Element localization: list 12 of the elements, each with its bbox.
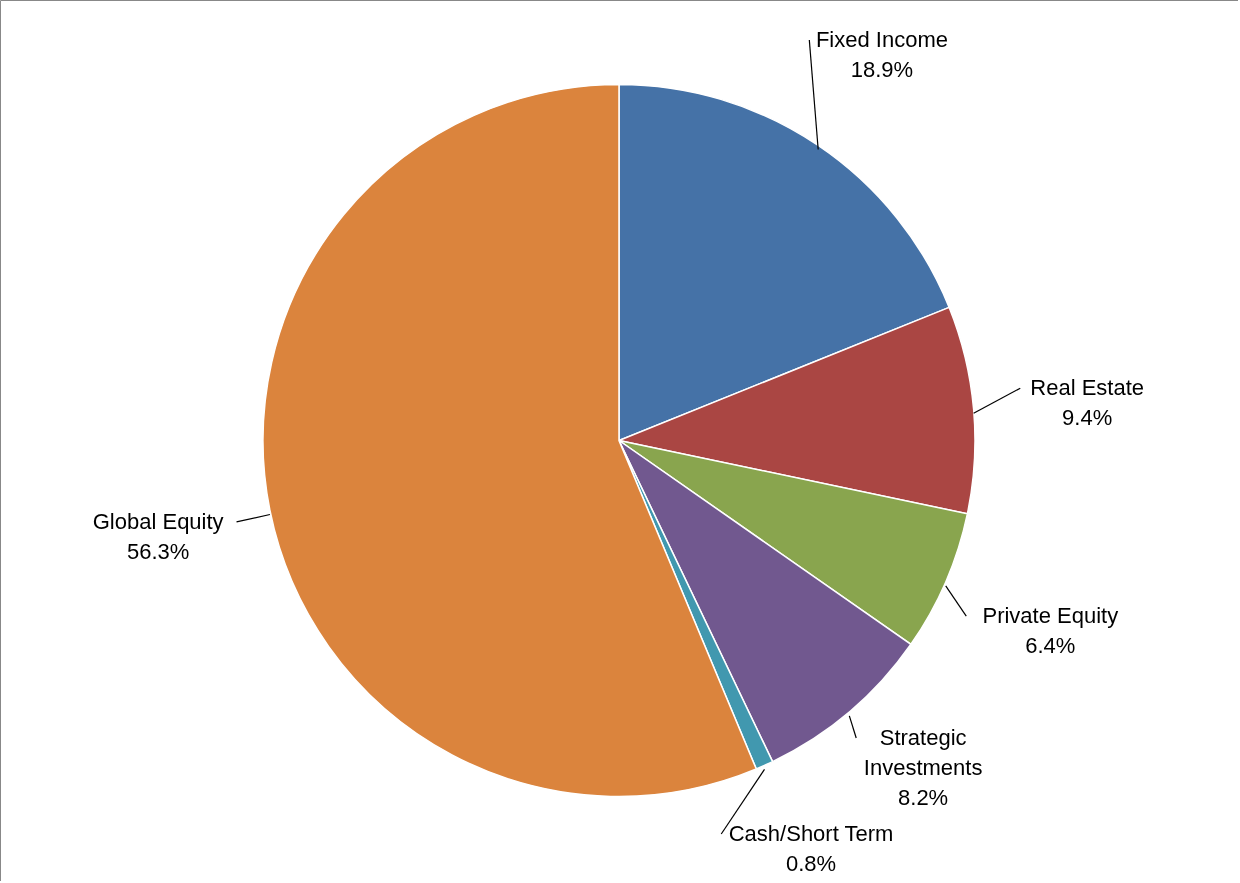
slice-label: Strategic Investments [863, 725, 983, 780]
data-label: 9.4% [1062, 405, 1113, 431]
data-label: 8.2% [898, 785, 949, 810]
slice-label: Global Equity [92, 508, 224, 534]
slice-label: Fixed Income [815, 26, 948, 52]
slice-label: Real Estate [1030, 375, 1145, 401]
data-label: 6.4% [1025, 633, 1076, 659]
data-label: 0.8% [785, 851, 837, 876]
slice-label: Private Equity [982, 603, 1119, 629]
slice-label: Cash/Short Term [728, 821, 894, 846]
data-label: 56.3% [126, 538, 190, 564]
data-label: 18.9% [850, 56, 914, 82]
